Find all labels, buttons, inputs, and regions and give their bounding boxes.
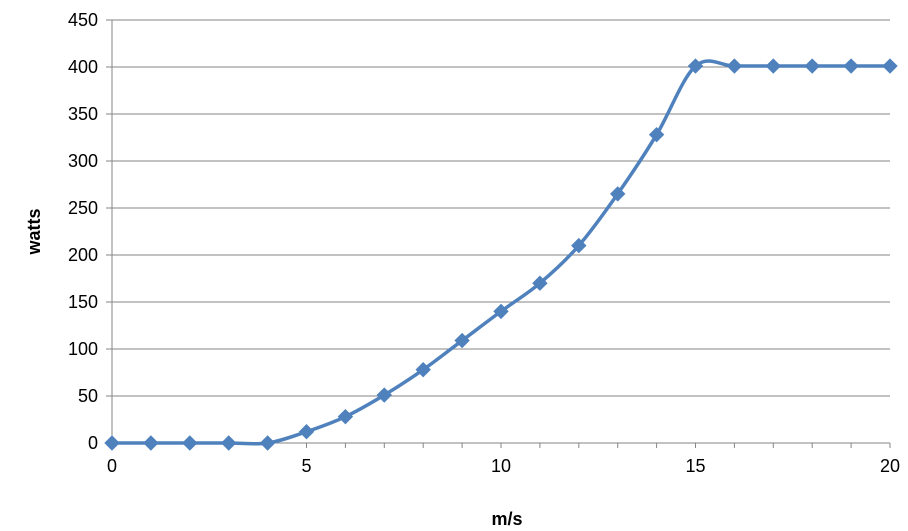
y-tick-label: 150 (68, 292, 98, 312)
y-tick-label: 400 (68, 57, 98, 77)
y-tick-label: 450 (68, 10, 98, 30)
data-point-marker (454, 332, 470, 349)
data-point-marker (804, 58, 820, 74)
gridlines (112, 19, 890, 397)
data-point-marker (337, 408, 354, 425)
data-point-marker (493, 303, 509, 320)
data-point-marker (609, 186, 626, 202)
y-tick-label: 350 (68, 104, 98, 124)
y-tick-label: 300 (68, 151, 98, 171)
data-point-marker (532, 275, 548, 291)
data-point-marker (220, 435, 237, 451)
data-point-marker (104, 435, 120, 451)
data-point-marker (726, 58, 743, 74)
data-point-marker (298, 424, 315, 440)
x-tick-label: 10 (491, 456, 511, 476)
series-line (112, 59, 890, 446)
x-axis-title: m/s (491, 509, 522, 529)
x-tick-label: 0 (107, 456, 117, 476)
y-tick-label: 100 (68, 339, 98, 359)
tick-labels: 0 50 100 150 200 250 300 350 400 450 0 5 10 15 20 (68, 10, 900, 476)
data-point-marker (376, 387, 393, 403)
x-tick-label: 5 (301, 456, 311, 476)
y-tick-label: 250 (68, 198, 98, 218)
data-point-marker (648, 126, 665, 143)
data-point-marker (143, 435, 159, 451)
y-tick-label: 200 (68, 245, 98, 265)
x-tick-label: 15 (685, 456, 705, 476)
data-point-marker (843, 58, 859, 74)
series (104, 58, 898, 451)
axes (106, 19, 891, 448)
y-tick-label: 0 (88, 433, 98, 453)
data-point-marker (882, 58, 898, 74)
y-axis-title: watts (24, 208, 44, 255)
x-tick-label: 20 (880, 456, 900, 476)
data-point-marker (259, 435, 276, 451)
data-point-marker (182, 435, 198, 451)
data-point-marker (571, 237, 587, 254)
data-point-marker (415, 361, 431, 378)
data-point-marker (765, 58, 782, 74)
y-tick-label: 50 (78, 386, 98, 406)
data-point-marker (687, 58, 704, 74)
